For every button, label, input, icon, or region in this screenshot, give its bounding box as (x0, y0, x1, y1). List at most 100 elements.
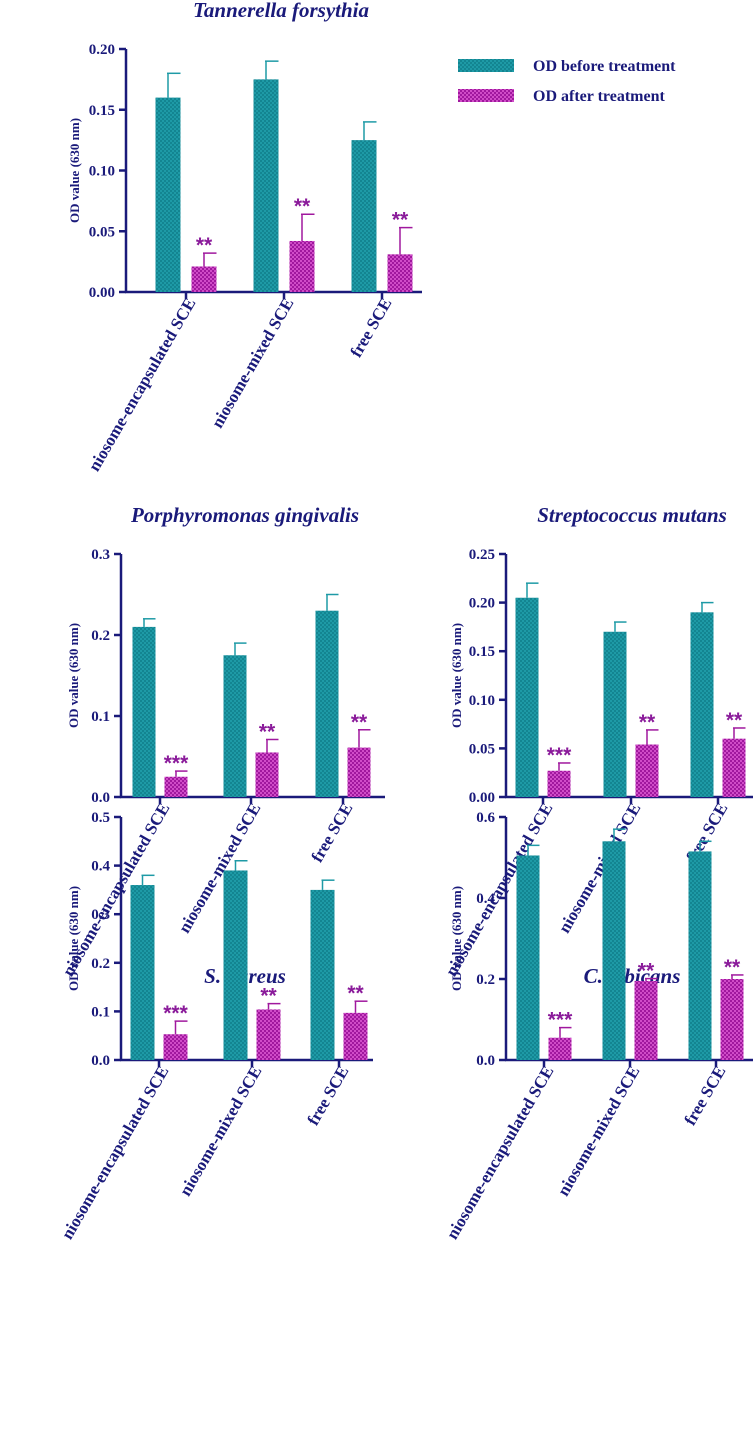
legend-swatch-before (458, 59, 514, 72)
significance-label: ** (259, 720, 276, 743)
y-tick-label: 0.20 (89, 42, 115, 58)
category-label: niosome-mixed SCE (208, 295, 298, 432)
y-tick-label: 0.10 (89, 164, 115, 180)
bar-before (688, 851, 712, 1060)
y-tick-label: 0.3 (91, 907, 110, 923)
bar-after (634, 981, 658, 1060)
bar-after (548, 1037, 572, 1060)
bar-before (155, 97, 181, 292)
category-label: niosome-encapsulated SCE (58, 1063, 173, 1243)
y-tick-label: 0.25 (469, 547, 495, 563)
category-label: niosome-mixed SCE (175, 800, 265, 937)
y-tick-label: 0.2 (476, 972, 495, 988)
y-axis-label: OD value (630 nm) (449, 886, 464, 991)
bar-after (635, 744, 659, 797)
significance-label: *** (163, 1002, 188, 1025)
bar-after (720, 979, 744, 1060)
y-tick-label: 0.4 (91, 859, 110, 875)
category-label: niosome-mixed SCE (555, 800, 645, 937)
y-tick-label: 0.6 (476, 810, 495, 826)
significance-label: *** (164, 752, 189, 775)
significance-label: ** (638, 960, 655, 983)
significance-label: *** (548, 1009, 573, 1032)
bar-after (256, 1009, 281, 1060)
y-tick-label: 0.5 (91, 810, 110, 826)
bar-before (223, 655, 247, 797)
y-tick-label: 0.05 (469, 741, 495, 757)
significance-label: ** (351, 711, 368, 734)
chart-title: Tannerella forsythia (193, 0, 369, 22)
chart-panel-tannerella-forsythia: Tannerella forsythia OD value (630 nm) 0.0… (67, 0, 422, 475)
bar-after (191, 266, 217, 292)
legend: OD before treatment OD after treatment (458, 58, 676, 105)
y-tick-label: 0.1 (91, 1004, 110, 1020)
y-tick-label: 0.0 (91, 790, 110, 806)
y-tick-label: 0.15 (469, 644, 495, 660)
bar-after (164, 776, 188, 797)
category-label: niosome-mixed SCE (554, 1063, 644, 1200)
y-tick-label: 0.1 (91, 709, 110, 725)
bar-after (255, 752, 279, 797)
significance-label: ** (260, 985, 277, 1008)
significance-label: ** (196, 234, 213, 257)
bar-before (603, 631, 627, 797)
y-axis-label: OD value (630 nm) (67, 118, 82, 223)
category-label: free SCE (346, 295, 395, 361)
y-tick-label: 0.0 (476, 1053, 495, 1069)
category-label: free SCE (303, 1063, 352, 1129)
bar-before (351, 140, 377, 292)
category-label: niosome-encapsulated SCE (85, 295, 200, 475)
y-tick-label: 0.2 (91, 956, 110, 972)
significance-label: ** (294, 195, 311, 218)
bar-before (602, 841, 626, 1060)
legend-swatch-after (458, 89, 514, 102)
legend-item-before: OD before treatment (458, 58, 676, 75)
bar-before (253, 79, 279, 292)
bar-before (516, 855, 540, 1060)
chart-title: Porphyromonas gingivalis (130, 503, 359, 527)
y-tick-label: 0.0 (91, 1053, 110, 1069)
bar-before (223, 870, 248, 1060)
y-tick-label: 0.20 (469, 596, 495, 612)
y-tick-label: 0.2 (91, 628, 110, 644)
significance-label: ** (347, 982, 364, 1005)
category-label: niosome-encapsulated SCE (443, 1063, 558, 1243)
significance-label: *** (547, 744, 572, 767)
y-tick-label: 0.4 (476, 891, 495, 907)
bar-after (163, 1034, 188, 1060)
bar-before (315, 610, 339, 797)
y-tick-label: 0.00 (89, 285, 115, 301)
bar-after (347, 747, 371, 797)
significance-label: ** (724, 956, 741, 979)
legend-label-before: OD before treatment (533, 58, 676, 75)
bar-before (310, 889, 335, 1060)
bar-after (722, 738, 746, 797)
bar-before (515, 597, 539, 797)
y-axis-label: OD value (630 nm) (66, 886, 81, 991)
bar-before (132, 626, 156, 797)
bar-after (343, 1012, 368, 1060)
legend-label-after: OD after treatment (533, 88, 665, 105)
bar-before (690, 612, 714, 797)
y-tick-label: 0.05 (89, 224, 115, 240)
y-tick-label: 0.15 (89, 103, 115, 119)
y-axis-label: OD value (630 nm) (66, 623, 81, 728)
bar-after (289, 240, 315, 292)
chart-title: Streptococcus mutans (537, 503, 727, 527)
legend-item-after: OD after treatment (458, 88, 665, 105)
y-tick-label: 0.3 (91, 547, 110, 563)
bar-after (547, 770, 571, 797)
y-tick-label: 0.10 (469, 693, 495, 709)
significance-label: ** (639, 711, 656, 734)
chart-title: C. albicans (584, 964, 681, 988)
category-label: free SCE (680, 1063, 729, 1129)
significance-label: ** (726, 709, 743, 732)
significance-label: ** (392, 209, 409, 232)
y-tick-label: 0.00 (469, 790, 495, 806)
bar-after (387, 254, 413, 292)
y-axis-label: OD value (630 nm) (449, 623, 464, 728)
bar-before (130, 885, 155, 1060)
category-label: free SCE (307, 800, 356, 866)
category-label: niosome-mixed SCE (176, 1063, 266, 1200)
